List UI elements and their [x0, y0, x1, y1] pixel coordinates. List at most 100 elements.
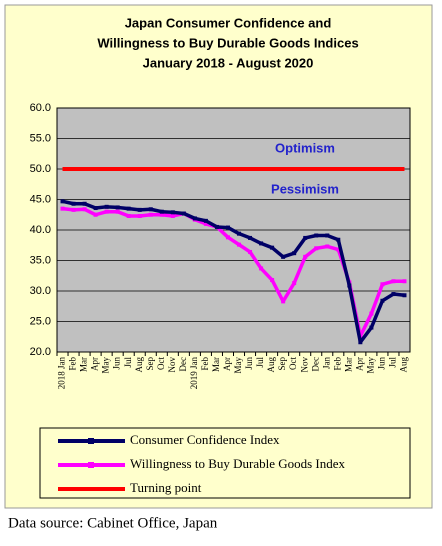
data-point: [237, 231, 242, 236]
data-point: [325, 233, 330, 238]
data-point: [148, 212, 153, 217]
x-tick-label: May: [365, 357, 375, 374]
data-point: [82, 207, 87, 212]
y-tick-label: 20.0: [30, 346, 51, 358]
chart-title: Willingness to Buy Durable Goods Indices: [97, 35, 358, 50]
x-tick-label: Jun: [376, 357, 386, 370]
data-point: [93, 206, 98, 211]
data-point: [336, 247, 341, 252]
x-tick-label: Aug: [399, 357, 409, 373]
data-point: [126, 206, 131, 211]
y-tick-label: 25.0: [30, 315, 51, 327]
data-point: [314, 246, 319, 251]
data-point: [391, 279, 396, 284]
data-point: [270, 278, 275, 283]
x-tick-label: Sep: [145, 357, 155, 371]
x-tick-label: Jul: [123, 357, 133, 368]
x-tick-label: 2019 Jan: [189, 357, 199, 390]
x-tick-label: Oct: [288, 357, 298, 370]
x-tick-label: May: [101, 357, 111, 374]
x-tick-label: May: [233, 357, 243, 374]
x-tick-label: Jan: [321, 357, 331, 369]
x-tick-label: Nov: [299, 357, 309, 373]
legend-label: Willingness to Buy Durable Goods Index: [130, 456, 346, 471]
y-tick-label: 40.0: [30, 224, 51, 236]
data-point: [325, 244, 330, 249]
annotation: Optimism: [275, 140, 335, 155]
data-point: [225, 235, 230, 240]
chart-title: Japan Consumer Confidence and: [125, 15, 332, 30]
source-note: Data source: Cabinet Office, Japan: [8, 515, 218, 531]
data-point: [259, 266, 264, 271]
x-tick-label: Mar: [343, 357, 353, 372]
data-point: [380, 298, 385, 303]
data-point: [137, 207, 142, 212]
data-point: [159, 209, 164, 214]
data-point: [203, 218, 208, 223]
data-point: [347, 283, 352, 288]
legend-marker: [88, 462, 94, 468]
data-point: [270, 245, 275, 250]
data-point: [148, 207, 153, 212]
data-point: [60, 199, 65, 204]
data-point: [281, 254, 286, 259]
x-tick-label: Mar: [211, 357, 221, 372]
x-tick-label: Dec: [310, 357, 320, 372]
data-point: [126, 213, 131, 218]
x-tick-label: Dec: [178, 357, 188, 372]
annotation: Pessimism: [271, 181, 339, 196]
data-point: [369, 311, 374, 316]
legend-label: Turning point: [130, 480, 202, 495]
x-tick-label: Jun: [112, 357, 122, 370]
x-tick-label: Oct: [156, 357, 166, 370]
x-tick-label: Feb: [332, 357, 342, 371]
y-tick-label: 60.0: [30, 102, 51, 114]
data-point: [303, 235, 308, 240]
x-tick-label: Mar: [79, 357, 89, 372]
data-point: [314, 233, 319, 238]
x-tick-label: Feb: [200, 357, 210, 371]
data-point: [159, 212, 164, 217]
data-point: [303, 254, 308, 259]
data-point: [137, 213, 142, 218]
data-point: [170, 210, 175, 215]
data-point: [248, 249, 253, 254]
data-point: [181, 211, 186, 216]
data-point: [281, 299, 286, 304]
y-tick-label: 30.0: [30, 285, 51, 297]
data-point: [71, 207, 76, 212]
data-point: [292, 281, 297, 286]
data-point: [358, 340, 363, 345]
data-point: [93, 212, 98, 217]
data-point: [115, 205, 120, 210]
x-tick-label: Jul: [388, 357, 398, 368]
x-tick-label: 2018 Jan: [57, 357, 67, 390]
chart-title: January 2018 - August 2020: [143, 55, 314, 70]
data-point: [380, 282, 385, 287]
x-tick-label: Sep: [277, 357, 287, 371]
x-tick-label: Aug: [134, 357, 144, 373]
data-point: [104, 204, 109, 209]
data-point: [336, 237, 341, 242]
data-point: [402, 279, 407, 284]
data-point: [259, 241, 264, 246]
legend-label: Consumer Confidence Index: [130, 432, 280, 447]
y-tick-label: 45.0: [30, 193, 51, 205]
x-tick-label: Jul: [255, 357, 265, 368]
y-tick-label: 35.0: [30, 254, 51, 266]
data-point: [115, 209, 120, 214]
y-tick-label: 55.0: [30, 132, 51, 144]
data-point: [203, 221, 208, 226]
x-tick-label: Apr: [90, 357, 100, 371]
data-point: [104, 209, 109, 214]
x-tick-label: Apr: [222, 357, 232, 371]
data-point: [402, 293, 407, 298]
data-point: [71, 201, 76, 206]
data-point: [391, 292, 396, 297]
x-tick-label: Aug: [266, 357, 276, 373]
data-point: [82, 201, 87, 206]
y-tick-label: 50.0: [30, 163, 51, 175]
x-tick-label: Feb: [68, 357, 78, 371]
data-point: [192, 216, 197, 221]
